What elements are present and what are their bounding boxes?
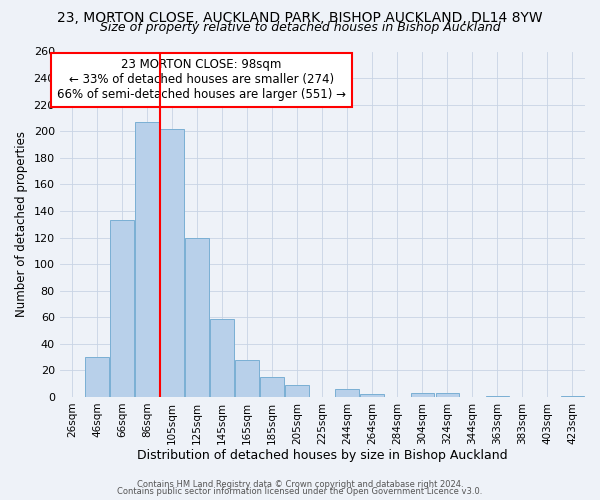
Text: 23 MORTON CLOSE: 98sqm
← 33% of detached houses are smaller (274)
66% of semi-de: 23 MORTON CLOSE: 98sqm ← 33% of detached… bbox=[57, 58, 346, 102]
X-axis label: Distribution of detached houses by size in Bishop Auckland: Distribution of detached houses by size … bbox=[137, 450, 508, 462]
Bar bbox=[260, 377, 284, 397]
Bar bbox=[185, 238, 209, 397]
Text: Size of property relative to detached houses in Bishop Auckland: Size of property relative to detached ho… bbox=[100, 21, 500, 34]
Bar bbox=[286, 385, 309, 397]
Bar bbox=[160, 128, 184, 397]
Bar bbox=[110, 220, 134, 397]
Bar bbox=[335, 389, 359, 397]
Text: 23, MORTON CLOSE, AUCKLAND PARK, BISHOP AUCKLAND, DL14 8YW: 23, MORTON CLOSE, AUCKLAND PARK, BISHOP … bbox=[57, 11, 543, 25]
Bar bbox=[485, 396, 509, 397]
Text: Contains public sector information licensed under the Open Government Licence v3: Contains public sector information licen… bbox=[118, 487, 482, 496]
Bar bbox=[211, 318, 234, 397]
Text: Contains HM Land Registry data © Crown copyright and database right 2024.: Contains HM Land Registry data © Crown c… bbox=[137, 480, 463, 489]
Bar bbox=[85, 357, 109, 397]
Bar bbox=[361, 394, 384, 397]
Bar bbox=[410, 393, 434, 397]
Bar bbox=[136, 122, 159, 397]
Y-axis label: Number of detached properties: Number of detached properties bbox=[15, 131, 28, 317]
Bar bbox=[436, 393, 459, 397]
Bar bbox=[235, 360, 259, 397]
Bar bbox=[560, 396, 584, 397]
